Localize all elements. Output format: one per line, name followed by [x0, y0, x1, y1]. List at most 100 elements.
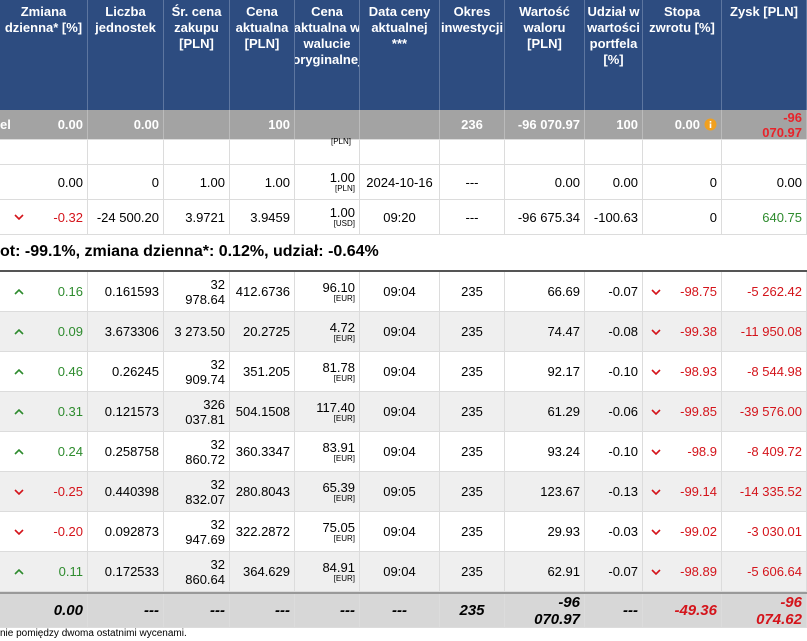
cell-value: 0.46 [57, 364, 83, 379]
cell-stopa: -99.38 [643, 312, 722, 351]
original-price: 65.39 [EUR] [322, 481, 355, 503]
cell-value: 09:04 [383, 564, 416, 579]
currency: [EUR] [333, 413, 355, 423]
cell-zysk: -14 335.52 [722, 472, 807, 511]
cell-value: 3.673306 [104, 324, 159, 339]
cell-value: -0.25 [53, 484, 83, 499]
column-header: Śr. cena zakupu [PLN] [171, 4, 222, 51]
cell-sr-cena [164, 140, 230, 164]
cell-value: -8 409.72 [747, 444, 802, 459]
currency: [EUR] [333, 293, 355, 303]
cell-sr-cena: 3 273.50 [164, 312, 230, 351]
cell-okres: 235 [440, 312, 505, 351]
cell-cena-oryg: 81.78 [EUR] [295, 352, 360, 391]
arrow-down [651, 368, 661, 375]
arrow-down [651, 568, 661, 575]
cell-cena: 100 [230, 110, 295, 139]
cell-zysk: Zysk [PLN] [722, 0, 807, 110]
cell-wartosc: 61.29 [505, 392, 585, 431]
cell-udzial: -0.03 [585, 512, 643, 551]
cash-row: 0.00 0 1.00 1.00 1.00 [PLN] 2024-10-16 --- 0.00 0… [0, 165, 807, 200]
cell-value: 0.24 [57, 444, 83, 459]
cell-zmiana: Zmiana dzienna* [%] [0, 0, 88, 110]
cell-value: 3.9459 [250, 209, 290, 225]
cell-okres: 235 [440, 594, 505, 627]
cell-value: 32 909.74 [185, 356, 225, 387]
price: 1.00 [329, 170, 355, 185]
cell-zysk: -5 262.42 [722, 272, 807, 311]
cell-value: -14 335.52 [739, 484, 802, 499]
price: 65.39 [322, 479, 355, 495]
cell-zysk [722, 140, 807, 164]
price: 117.40 [316, 399, 355, 415]
cell-cena: 322.2872 [230, 512, 295, 551]
cell-value: -96 675.34 [517, 209, 580, 225]
price: 4.72 [329, 319, 355, 335]
position-row: 0.11 0.172533 32 860.64 364.629 84.91 [EUR] 09… [0, 552, 807, 592]
cell-value: 3.9721 [185, 209, 225, 225]
cell-value: -24 500.20 [96, 209, 159, 225]
cell-data: --- [360, 594, 440, 627]
column-header: Udział w wartości portfela [%] [587, 4, 640, 67]
cell-value: 0.161593 [104, 284, 159, 299]
cell-udzial: -100.63 [585, 200, 643, 234]
cell-value: -11 950.08 [740, 324, 802, 339]
cell-zysk: -11 950.08 [722, 312, 807, 351]
cell-cena: 351.205 [230, 352, 295, 391]
cell-wartosc: 123.67 [505, 472, 585, 511]
cell-liczba: 0.092873 [88, 512, 164, 551]
cell-value: -49.36 [674, 602, 717, 619]
cell-stopa: 0 [643, 165, 722, 199]
original-price: 1.00 [PLN] [330, 171, 355, 193]
cell-value: -39 576.00 [739, 404, 802, 419]
arrow-up [14, 328, 24, 335]
cell-cena-oryg: 65.39 [EUR] [295, 472, 360, 511]
cell-value: 3 273.50 [174, 324, 225, 339]
cell-stopa: -99.85 [643, 392, 722, 431]
cell-okres: --- [440, 165, 505, 199]
cell-liczba: -24 500.20 [88, 200, 164, 234]
cell-value: 29.93 [547, 524, 580, 539]
cell-okres: 236 [440, 110, 505, 139]
original-price: 4.72 [EUR] [330, 321, 355, 343]
cell-udzial: -0.13 [585, 472, 643, 511]
cell-value: -8 544.98 [747, 364, 802, 379]
cell-value: 235 [461, 324, 483, 339]
position-row: -0.25 0.440398 32 832.07 280.8043 65.39 [EUR]… [0, 472, 807, 512]
cell-value: 32 860.72 [185, 436, 225, 467]
cell-value: -98.93 [680, 364, 717, 379]
column-header: Wartość waloru [PLN] [519, 4, 570, 51]
price: 75.05 [322, 519, 355, 535]
cell-zmiana: -0.32 [0, 200, 88, 234]
cell-value: 32 860.64 [185, 556, 225, 587]
cell-stopa: -99.02 [643, 512, 722, 551]
cell-zysk: 0.00 [722, 165, 807, 199]
cell-data: 09:04 [360, 432, 440, 471]
position-row: 0.16 0.161593 32 978.64 412.6736 96.10 [EUR] 0… [0, 272, 807, 312]
cell-value: -5 606.64 [747, 564, 802, 579]
cell-cena: 364.629 [230, 552, 295, 591]
cell-zysk: -39 576.00 [722, 392, 807, 431]
cell-value: 235 [461, 444, 483, 459]
cell-stopa: -98.89 [643, 552, 722, 591]
group-heading: ot: -99.1%, zmiana dzienna*: 0.12%, udzi… [0, 235, 807, 272]
cell-liczba: 0 [88, 165, 164, 199]
cell-okres: 235 [440, 272, 505, 311]
cell-value: 62.91 [547, 564, 580, 579]
summary-row: 0.00 0.00 100 236 -96 070.97 100 0.00 -96 070.9… [0, 110, 807, 140]
cell-value: 235 [461, 524, 483, 539]
cell-cena-oryg: 96.10 [EUR] [295, 272, 360, 311]
cell-sr-cena: --- [164, 594, 230, 627]
info-icon[interactable] [704, 118, 717, 131]
cell-zmiana: 0.00 [0, 165, 88, 199]
cell-wartosc [505, 140, 585, 164]
cell-value: 09:04 [383, 324, 416, 339]
cell-value: 66.69 [547, 284, 580, 299]
cell-okres: 235 [440, 352, 505, 391]
cell-wartosc: 93.24 [505, 432, 585, 471]
cell-sr-cena: 3.9721 [164, 200, 230, 234]
cell-value: 0.00 [133, 117, 159, 132]
cell-cena: 360.3347 [230, 432, 295, 471]
cell-value: 235 [461, 284, 483, 299]
cell-liczba: Liczba jednostek [88, 0, 164, 110]
